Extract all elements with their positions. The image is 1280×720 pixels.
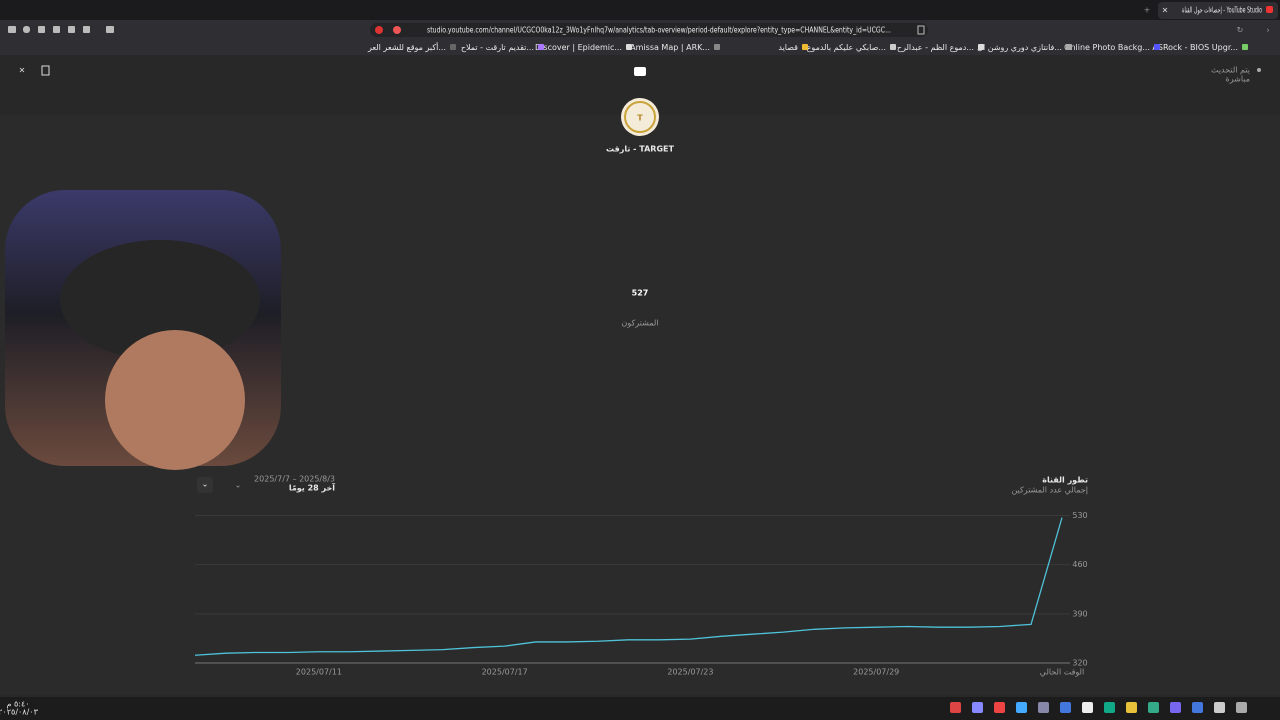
- bookmark-icon[interactable]: [917, 25, 925, 35]
- taskbar-app[interactable]: [1038, 702, 1049, 713]
- x-tick-label: الوقت الحالي: [1040, 668, 1084, 677]
- y-tick-label: 320: [1072, 659, 1087, 668]
- webcam-face: [105, 330, 245, 470]
- taskbar-time: ٥:٤٠ م: [6, 700, 29, 709]
- bookmark[interactable]: ASRock - BIOS Upgr...: [1152, 43, 1238, 52]
- subscriber-label: المشتركون: [621, 319, 658, 328]
- taskbar-app[interactable]: [1214, 702, 1225, 713]
- bookmark-icon: [1154, 44, 1160, 50]
- bookmark[interactable]: أكبر موقع للشعر العر...: [367, 42, 446, 52]
- bookmark-icon: [538, 44, 544, 50]
- bookmarks: ASRock - BIOS Upgr...Online Photo Backg.…: [367, 42, 1248, 52]
- avatar-letter: T: [637, 114, 643, 123]
- line-series: [194, 517, 1063, 656]
- chart-menu-icon[interactable]: ⌄: [202, 480, 209, 489]
- bookmark[interactable]: Discover | Epidemic...: [535, 43, 622, 52]
- new-tab[interactable]: +: [1144, 6, 1151, 15]
- bookmark-icon: [1242, 44, 1248, 50]
- y-tick-label: 530: [1072, 511, 1087, 520]
- bookmark[interactable]: Amissa Map | ARK...: [630, 43, 710, 52]
- taskbar-app[interactable]: [1016, 702, 1027, 713]
- taskbar-app[interactable]: [972, 702, 983, 713]
- status: يتم التحديث: [1211, 66, 1250, 75]
- url[interactable]: studio.youtube.com/channel/UCGCO0ka12z_3…: [427, 26, 891, 35]
- address-bar[interactable]: [370, 23, 928, 37]
- bookmark[interactable]: تقديم تارقت - تملاح...: [461, 43, 534, 52]
- taskbar-app[interactable]: [994, 702, 1005, 713]
- tab-title[interactable]: إحصاءات حول القناة - YouTube Studio: [1182, 6, 1262, 16]
- bookmark[interactable]: Online Photo Backg...: [1064, 43, 1150, 52]
- tab-icon: [1266, 6, 1273, 13]
- taskbar-app[interactable]: [1126, 702, 1137, 713]
- chart-subtitle: إجمالي عدد المشتركين: [1011, 486, 1088, 496]
- bookmark-icon: [802, 44, 808, 50]
- taskbar-app[interactable]: [1104, 702, 1115, 713]
- taskbar-app[interactable]: [1060, 702, 1071, 713]
- tab-close[interactable]: ×: [1162, 6, 1169, 15]
- taskbar-app[interactable]: [1236, 702, 1247, 713]
- taskbar-date: ٢٠٢٥/٠٨/٠٣: [0, 708, 39, 717]
- forward[interactable]: ›: [1266, 26, 1269, 35]
- taskbar-app[interactable]: [1192, 702, 1203, 713]
- active-tab[interactable]: [1158, 2, 1278, 19]
- period-range: 2025/7/7 – 2025/8/3: [254, 475, 335, 484]
- taskbar-app[interactable]: [1082, 702, 1093, 713]
- x-tick-label: 2025/07/11: [296, 668, 342, 677]
- chart: 320 390 460 530 2025/07/11 2025/07/17 2025/07/…: [194, 511, 1088, 677]
- chart-menu[interactable]: [197, 477, 213, 493]
- bookmark[interactable]: قصايد: [778, 43, 798, 52]
- close-button[interactable]: ×: [19, 66, 26, 75]
- channel-name: تارقت - TARGET: [606, 145, 674, 154]
- bookmark-icon: [978, 44, 984, 50]
- live-dot: [1257, 68, 1261, 72]
- x-tick-label: 2025/07/29: [853, 668, 899, 677]
- bookmark[interactable]: دموع الظم - عبدالرح...: [897, 43, 974, 52]
- bookmark-icon: [714, 44, 720, 50]
- ext-icon: [393, 26, 401, 34]
- subscriber-count: 527: [632, 289, 649, 298]
- y-tick-label: 390: [1072, 609, 1087, 618]
- reload[interactable]: ↻: [1237, 26, 1244, 35]
- avatar-ring: [624, 101, 656, 133]
- youtube-logo: [634, 67, 646, 76]
- taskbar-app[interactable]: [1148, 702, 1159, 713]
- x-tick-label: 2025/07/17: [482, 668, 528, 677]
- taskbar-app[interactable]: [1170, 702, 1181, 713]
- period-dropdown[interactable]: ⌄: [235, 481, 242, 490]
- y-tick-label: 460: [1072, 560, 1087, 569]
- period-name[interactable]: آخر 28 يومًا: [289, 483, 335, 493]
- x-tick-label: 2025/07/23: [667, 668, 713, 677]
- bookmark-icon: [450, 44, 456, 50]
- taskbar-apps: [950, 702, 1247, 713]
- chart-title: تطور القناة: [1042, 476, 1088, 485]
- ext-icon: [375, 26, 383, 34]
- taskbar-app[interactable]: [950, 702, 961, 713]
- webcam-cap: [60, 240, 260, 360]
- channel-avatar: [621, 98, 659, 136]
- report-icon[interactable]: [41, 65, 50, 76]
- bookmark-icon: [890, 44, 896, 50]
- status-sub: مباشرة: [1226, 75, 1250, 84]
- bookmark[interactable]: صابكي عليكم بالدموع...: [807, 43, 886, 52]
- tab-strip: [0, 0, 1280, 20]
- bookmark-icon: [626, 44, 632, 50]
- bookmark-icon: [1066, 44, 1072, 50]
- bookmarks-bar: [0, 40, 1280, 55]
- bookmark[interactable]: فانتازي دوري روشن ال...: [977, 43, 1062, 52]
- toolbar-icons: [8, 26, 114, 33]
